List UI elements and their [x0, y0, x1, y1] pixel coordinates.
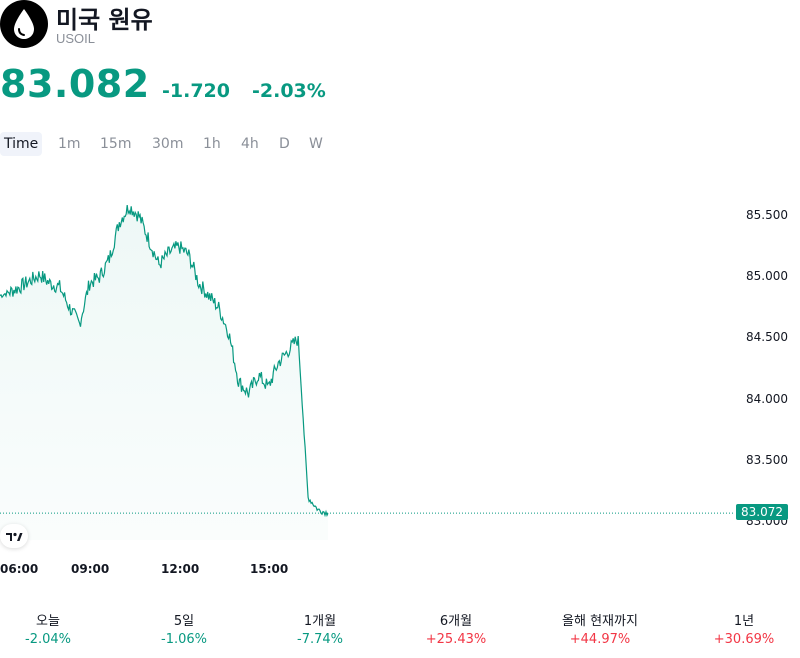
header: 미국 원유 USOIL	[0, 0, 800, 52]
x-tick-label: 09:00	[71, 562, 110, 576]
y-tick-label: 85.000	[746, 269, 788, 284]
x-tick-label: 06:00	[0, 562, 39, 576]
tab-1h[interactable]: 1h	[203, 136, 221, 152]
perf-ytd[interactable]: 올해 현재까지 +44.97%	[540, 610, 660, 647]
perf-label: 1개월	[303, 614, 337, 629]
perf-6m[interactable]: 6개월 +25.43%	[396, 610, 516, 647]
y-tick-label: 85.500	[746, 208, 788, 222]
perf-1m[interactable]: 1개월 -7.74%	[260, 610, 380, 647]
tab-30m[interactable]: 30m	[152, 136, 184, 152]
price-change-percent: -2.03%	[252, 80, 326, 102]
perf-value: -1.06%	[161, 632, 207, 647]
perf-label: 5일	[173, 614, 195, 629]
perf-label: 6개월	[439, 614, 473, 629]
tab-15m[interactable]: 15m	[100, 136, 132, 152]
x-tick-label: 12:00	[161, 562, 200, 576]
last-price-tag: 83.072	[736, 504, 788, 521]
perf-value: -2.04%	[25, 632, 71, 647]
perf-1y[interactable]: 1년 +30.69%	[684, 610, 800, 647]
tab-w[interactable]: W	[309, 136, 323, 152]
perf-label: 올해 현재까지	[562, 614, 638, 629]
instrument-title: 미국 원유	[56, 6, 153, 34]
performance-bar: 오늘 -2.04% 5일 -1.06% 1개월 -7.74% 6개월 +25.4…	[0, 610, 800, 650]
price-area-fill	[0, 205, 328, 540]
tab-d[interactable]: D	[279, 136, 290, 152]
instrument-symbol: USOIL	[56, 31, 96, 46]
y-tick-label: 83.500	[746, 452, 788, 467]
y-tick-label: 84.000	[746, 391, 788, 406]
oil-drop-icon	[0, 0, 48, 48]
tradingview-logo-icon[interactable]	[0, 524, 28, 548]
perf-value: +25.43%	[425, 632, 487, 647]
perf-value: +30.69%	[713, 632, 775, 647]
tab-4h[interactable]: 4h	[241, 136, 259, 152]
tab-time[interactable]: Time	[0, 132, 43, 156]
perf-value: +44.97%	[569, 632, 631, 647]
last-price: 83.082	[0, 62, 150, 106]
perf-label: 1년	[733, 614, 755, 629]
price-series-line	[0, 205, 329, 518]
price-change: -1.720	[162, 80, 230, 102]
perf-today[interactable]: 오늘 -2.04%	[0, 610, 108, 647]
x-tick-label: 15:00	[250, 562, 289, 576]
tab-1m[interactable]: 1m	[58, 136, 81, 152]
perf-value: -7.74%	[297, 632, 343, 647]
perf-5d[interactable]: 5일 -1.06%	[124, 610, 244, 647]
y-tick-label: 84.500	[746, 330, 788, 345]
perf-label: 오늘	[36, 614, 60, 629]
